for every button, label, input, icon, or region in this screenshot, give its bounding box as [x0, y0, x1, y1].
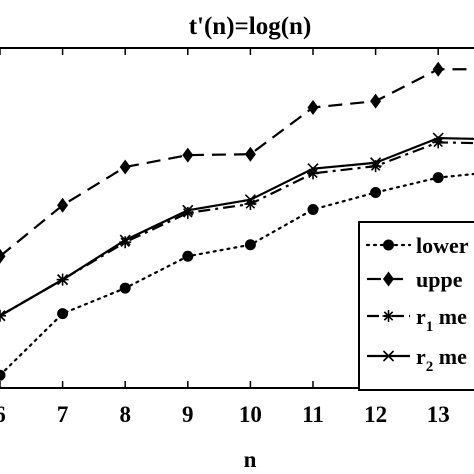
- data-point-x: [57, 274, 69, 286]
- x-tick-label: 6: [0, 402, 6, 427]
- series-r2-method: [0, 132, 474, 322]
- x-tick-label: 12: [364, 402, 387, 427]
- data-point-diamond: [57, 197, 69, 213]
- data-point-diamond: [370, 93, 382, 109]
- series-lower: [0, 172, 474, 381]
- x-axis-label: n: [244, 447, 257, 472]
- data-point-x: [0, 310, 6, 322]
- data-point-x: [307, 163, 319, 175]
- data-point-x: [119, 234, 131, 246]
- data-point-circle: [244, 239, 256, 251]
- plot-axes: 6 7 8 9 10 11 12 13: [0, 47, 474, 427]
- data-point-diamond: [244, 146, 256, 162]
- data-point-x: [432, 132, 444, 144]
- x-tick-label: 7: [57, 402, 69, 427]
- data-point-x: [370, 157, 382, 169]
- data-point-x: [182, 204, 194, 216]
- legend-box: [358, 221, 474, 391]
- data-point-circle: [370, 187, 382, 198]
- chart-title: t'(n)=log(n): [189, 13, 312, 40]
- series-line: [0, 68, 474, 258]
- data-point-diamond: [432, 61, 444, 77]
- data-point-circle: [119, 282, 131, 294]
- data-point-diamond: [182, 147, 194, 163]
- data-point-x: [382, 350, 395, 362]
- data-point-circle: [307, 204, 319, 215]
- x-tick-label: 9: [182, 402, 194, 427]
- data-point-diamond: [307, 100, 319, 115]
- data-point-circle: [182, 250, 194, 262]
- legend-label: uppe: [416, 267, 463, 292]
- x-tick-label: 8: [119, 402, 131, 427]
- data-point-diamond: [0, 248, 6, 264]
- legend-label: lower: [416, 233, 469, 258]
- data-point-x: [244, 194, 256, 206]
- data-point-circle: [383, 239, 394, 251]
- legend-label: r2 me: [416, 344, 467, 375]
- plot-series: [0, 61, 474, 381]
- data-point-diamond: [383, 271, 394, 287]
- x-tick-label: 11: [302, 402, 324, 427]
- legend-label: r1 me: [416, 304, 467, 335]
- x-tick-label: 10: [239, 402, 262, 427]
- series-upper: [0, 61, 474, 264]
- legend: lower uppe r1 me r2 me: [358, 221, 474, 391]
- data-point-circle: [432, 172, 444, 184]
- data-point-circle: [57, 308, 69, 320]
- data-point-diamond: [119, 159, 131, 175]
- data-point-circle: [0, 369, 6, 381]
- data-point-asterisk: [382, 310, 395, 322]
- x-tick-label: 13: [427, 402, 450, 427]
